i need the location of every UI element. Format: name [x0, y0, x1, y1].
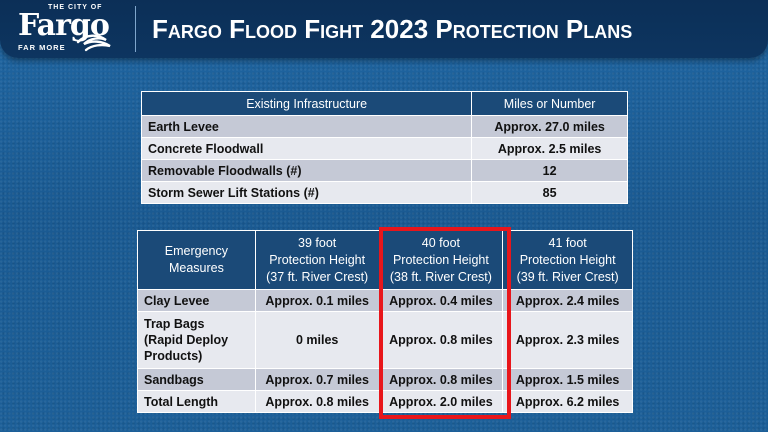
- header-line: Emergency: [164, 244, 229, 258]
- table-row: Clay Levee Approx. 0.1 miles Approx. 0.4…: [137, 289, 633, 312]
- row-value: Approx. 0.8 miles: [378, 368, 504, 391]
- row-value: 85: [471, 181, 628, 204]
- header-line: (37 ft. River Crest): [266, 269, 369, 284]
- row-value: Approx. 27.0 miles: [471, 115, 628, 138]
- row-value: Approx. 0.1 miles: [254, 289, 380, 312]
- logo-name-text: Fargo: [18, 8, 110, 43]
- row-value: Approx. 2.3 miles: [502, 311, 633, 369]
- row-value: Approx. 0.8 miles: [254, 390, 380, 413]
- header-line: 40 foot: [421, 235, 461, 250]
- row-value: Approx. 1.5 miles: [502, 368, 633, 391]
- table-row: Concrete Floodwall Approx. 2.5 miles: [140, 137, 628, 160]
- header-line: Protection Height: [392, 252, 489, 267]
- row-label: Trap Bags (Rapid Deploy Products): [137, 311, 256, 369]
- label-line: Products): [144, 349, 203, 363]
- emergency-measures-table: Emergency Measures 39 foot Protection He…: [137, 230, 633, 413]
- column-header: Existing Infrastructure: [140, 91, 473, 116]
- row-value: Approx. 6.2 miles: [502, 390, 633, 413]
- header-line: Protection Height: [519, 252, 616, 267]
- row-label: Storm Sewer Lift Stations (#): [140, 181, 473, 204]
- table-row: Sandbags Approx. 0.7 miles Approx. 0.8 m…: [137, 368, 633, 391]
- table-row: Total Length Approx. 0.8 miles Approx. 2…: [137, 390, 633, 413]
- existing-infrastructure-table: Existing Infrastructure Miles or Number …: [140, 91, 628, 204]
- fargo-logo: THE CITY OF Fargo FAR MORE: [14, 4, 122, 54]
- row-label: Total Length: [137, 390, 256, 413]
- page-title: Fargo Flood Fight 2023 Protection Plans: [152, 14, 633, 44]
- row-label: Sandbags: [137, 368, 256, 391]
- row-label: Removable Floodwalls (#): [140, 159, 473, 182]
- header-divider: [135, 6, 136, 52]
- header-line: Protection Height: [269, 252, 366, 267]
- row-value: Approx. 2.5 miles: [471, 137, 628, 160]
- row-value: Approx. 2.0 miles: [378, 390, 504, 413]
- slide-header: THE CITY OF Fargo FAR MORE Fargo Flood F…: [0, 0, 768, 58]
- column-header: Miles or Number: [471, 91, 628, 116]
- table-row: Trap Bags (Rapid Deploy Products) 0 mile…: [137, 311, 633, 369]
- logo-tagline-text: FAR MORE: [18, 43, 66, 52]
- table-row: Removable Floodwalls (#) 12: [140, 159, 628, 182]
- row-value: Approx. 0.8 miles: [378, 311, 504, 369]
- row-value: 0 miles: [254, 311, 380, 369]
- row-value: Approx. 0.7 miles: [254, 368, 380, 391]
- label-line: (Rapid Deploy: [144, 333, 229, 347]
- header-line: Measures: [168, 261, 224, 275]
- table-row: Earth Levee Approx. 27.0 miles: [140, 115, 628, 138]
- header-line: (39 ft. River Crest): [516, 269, 619, 284]
- column-header-measures: Emergency Measures: [137, 230, 256, 290]
- logo-city-text: THE CITY OF: [48, 4, 103, 11]
- logo-swoosh-icon: [76, 34, 111, 52]
- row-label: Earth Levee: [140, 115, 473, 138]
- row-value: Approx. 0.4 miles: [378, 289, 504, 312]
- column-header-40ft: 40 foot Protection Height (38 ft. River …: [378, 230, 504, 290]
- column-header-39ft: 39 foot Protection Height (37 ft. River …: [254, 230, 380, 290]
- row-label: Clay Levee: [137, 289, 256, 312]
- header-line: (38 ft. River Crest): [389, 269, 492, 284]
- row-value: 12: [471, 159, 628, 182]
- table-row: Storm Sewer Lift Stations (#) 85: [140, 181, 628, 204]
- header-line: 41 foot: [548, 235, 587, 250]
- header-line: 39 foot: [298, 235, 337, 250]
- label-line: Trap Bags: [144, 317, 205, 331]
- row-value: Approx. 2.4 miles: [502, 289, 633, 312]
- row-label: Concrete Floodwall: [140, 137, 473, 160]
- column-header-41ft: 41 foot Protection Height (39 ft. River …: [502, 230, 633, 290]
